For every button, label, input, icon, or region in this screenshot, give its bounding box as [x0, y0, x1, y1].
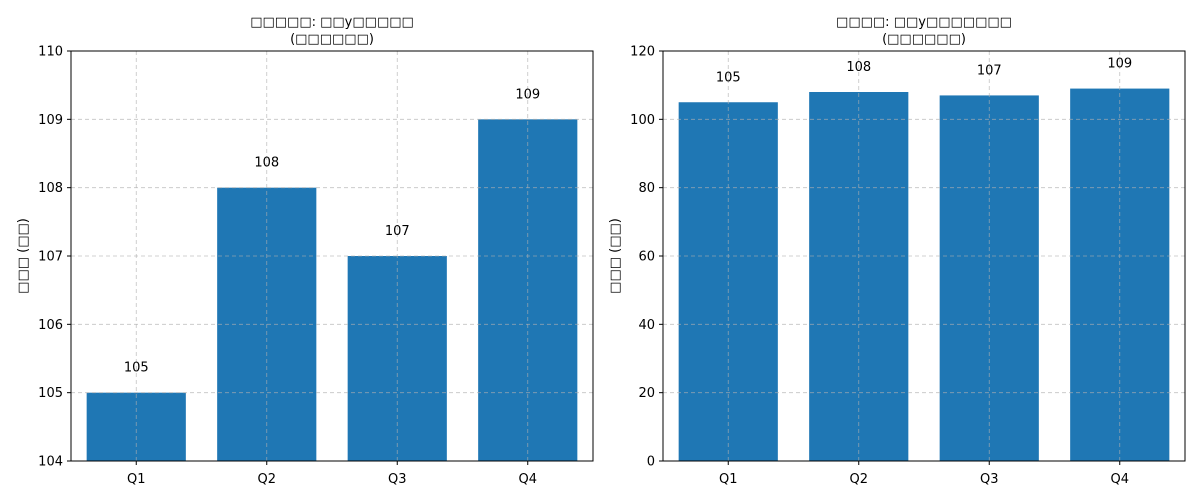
chart-right-ytick-label: 80	[638, 181, 655, 196]
chart-right-data-label-q4: 109	[1107, 57, 1132, 72]
chart-right-ytick-label: 0	[647, 455, 655, 470]
chart-left-ytick-label: 105	[38, 386, 63, 401]
chart-right-xtick-label-q1: Q1	[719, 472, 738, 487]
chart-right: □□□□: □□y□□□□□□□ (□□□□□□) □□□ (□□) 0 20 40…	[608, 15, 1186, 487]
chart-left: □□□□□: □□y□□□□□ (□□□□□□) □□□ (□□) 104 105…	[16, 15, 594, 487]
chart-right-data-label-q1: 105	[716, 70, 741, 85]
chart-right-title-line1: □□□□: □□y□□□□□□□	[836, 15, 1012, 30]
chart-right-ytick-label: 40	[638, 318, 655, 333]
chart-left-ytick-label: 110	[38, 45, 63, 60]
chart-left-data-label-q3: 107	[385, 224, 410, 239]
chart-left-data-label-q1: 105	[124, 361, 149, 376]
chart-right-xtick-label-q2: Q2	[849, 472, 868, 487]
chart-left-xtick-label-q1: Q1	[127, 472, 146, 487]
chart-right-data-label-q3: 107	[977, 63, 1002, 78]
chart-left-data-label-q4: 109	[515, 87, 540, 102]
chart-left-xtick-label-q4: Q4	[518, 472, 537, 487]
chart-left-plot-area: 104 105 106 107 108 109 110 Q1 Q2 Q3 Q4 105 108 107 10…	[38, 45, 594, 487]
chart-left-ytick-label: 107	[38, 250, 63, 265]
chart-left-data-label-q2: 108	[254, 156, 279, 171]
chart-left-ytick-label: 109	[38, 113, 63, 128]
chart-right-ytick-label: 120	[630, 45, 655, 60]
chart-left-title-line1: □□□□□: □□y□□□□□	[250, 15, 414, 30]
chart-left-title-line2: (□□□□□□)	[290, 32, 374, 47]
chart-right-plot-area: 0 20 40 60 80 100 120 Q1 Q2 Q3 Q4 105 108 107 109	[630, 45, 1186, 487]
chart-right-ylabel: □□□ (□□)	[608, 218, 623, 294]
chart-right-ytick-label: 100	[630, 113, 655, 128]
chart-left-ytick-label: 106	[38, 318, 63, 333]
chart-right-title-line2: (□□□□□□)	[882, 32, 966, 47]
chart-left-ytick-label: 104	[38, 455, 63, 470]
chart-right-data-label-q2: 108	[846, 60, 871, 75]
chart-right-ytick-label: 60	[638, 250, 655, 265]
chart-left-ylabel: □□□ (□□)	[16, 218, 31, 294]
chart-right-xtick-label-q4: Q4	[1110, 472, 1129, 487]
chart-left-xtick-label-q3: Q3	[388, 472, 407, 487]
chart-left-xtick-label-q2: Q2	[257, 472, 276, 487]
chart-left-ytick-label: 108	[38, 181, 63, 196]
chart-right-xtick-label-q3: Q3	[980, 472, 999, 487]
chart-right-ytick-label: 20	[638, 386, 655, 401]
